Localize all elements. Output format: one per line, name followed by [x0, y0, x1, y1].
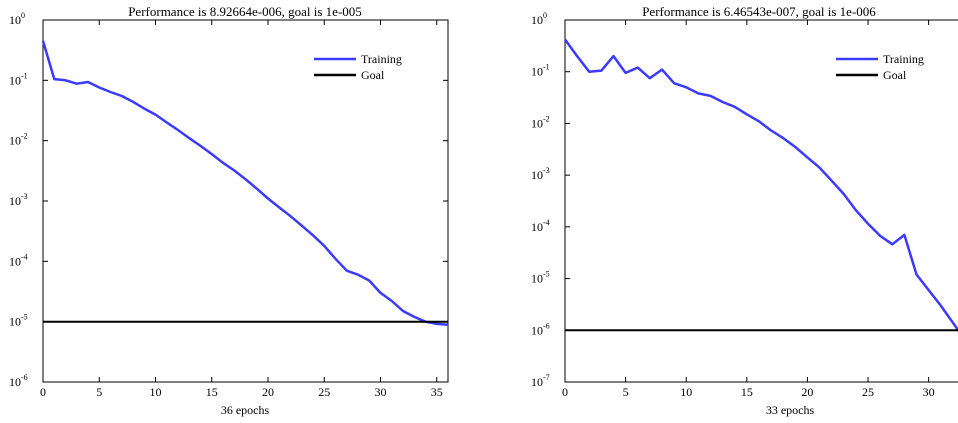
right-y-tick-label: 100 — [531, 11, 547, 27]
left-x-tick-label: 0 — [40, 385, 46, 399]
left-x-tick-label: 30 — [375, 385, 387, 399]
left-legend-goal-label: Goal — [361, 68, 385, 82]
left-legend-training-label: Training — [361, 52, 402, 66]
left-x-ticks: 0 5 10 15 20 25 30 35 — [40, 20, 443, 399]
right-y-tick-label: 10-1 — [531, 63, 550, 79]
left-x-axis-label: 36 epochs — [221, 403, 270, 417]
right-training-line — [563, 38, 958, 333]
right-x-tick-label: 5 — [623, 385, 629, 399]
left-y-ticks: 10-6 10-5 10-4 10-3 10-2 10-1 100 — [9, 11, 448, 389]
right-x-tick-label: 10 — [680, 385, 692, 399]
right-y-tick-label: 10-4 — [531, 218, 550, 234]
left-y-tick-label: 10-3 — [9, 192, 28, 208]
left-series-lines — [41, 40, 449, 326]
left-plot-frame — [42, 19, 449, 383]
left-chart-title: Performance is 8.92664e-006, goal is 1e-… — [128, 4, 362, 19]
left-x-tick-label: 35 — [431, 385, 443, 399]
left-x-tick-label: 5 — [96, 385, 102, 399]
right-x-tick-label: 25 — [862, 385, 874, 399]
right-y-tick-label: 10-2 — [531, 114, 550, 130]
right-x-tick-label: 20 — [801, 385, 813, 399]
right-x-tick-label: 30 — [923, 385, 935, 399]
right-y-ticks: 10-7 10-6 10-5 10-4 10-3 10-2 10-1 100 — [531, 11, 570, 389]
right-y-tick-label: 10-3 — [531, 166, 550, 182]
left-x-tick-label: 15 — [206, 385, 218, 399]
left-performance-chart: Performance is 8.92664e-006, goal is 1e-… — [9, 4, 449, 417]
right-x-axis-label: 33 epochs — [766, 403, 815, 417]
left-y-tick-label: 100 — [9, 11, 25, 27]
right-x-tick-label: 0 — [562, 385, 568, 399]
left-y-tick-label: 10-1 — [9, 71, 28, 87]
left-training-line — [41, 40, 449, 326]
right-y-tick-label: 10-5 — [531, 270, 550, 286]
left-y-tick-label: 10-2 — [9, 132, 28, 148]
right-legend-goal-label: Goal — [883, 68, 907, 82]
right-y-tick-label: 10-6 — [531, 321, 550, 337]
left-y-tick-label: 10-4 — [9, 252, 28, 268]
right-x-tick-label: 15 — [741, 385, 753, 399]
left-y-tick-label: 10-6 — [9, 373, 28, 389]
right-legend-training-label: Training — [883, 52, 924, 66]
left-x-tick-label: 20 — [262, 385, 274, 399]
left-legend: Training Goal — [314, 52, 402, 82]
right-legend: Training Goal — [836, 52, 924, 82]
left-x-tick-label: 25 — [318, 385, 330, 399]
right-y-tick-label: 10-7 — [531, 373, 550, 389]
left-x-tick-label: 10 — [150, 385, 162, 399]
left-y-tick-label: 10-5 — [9, 313, 28, 329]
right-chart-title: Performance is 6.46543e-007, goal is 1e-… — [642, 4, 876, 19]
right-plot-frame — [564, 19, 958, 383]
right-series-lines — [563, 38, 958, 333]
right-performance-chart: Performance is 6.46543e-007, goal is 1e-… — [531, 4, 958, 417]
right-x-ticks: 0 5 10 15 20 25 30 — [562, 20, 935, 399]
